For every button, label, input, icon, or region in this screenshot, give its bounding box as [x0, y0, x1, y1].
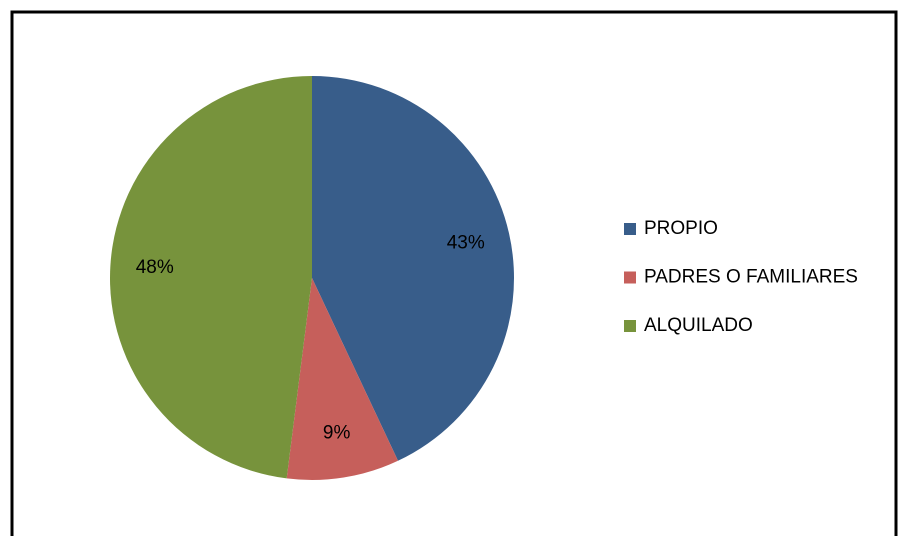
- legend-label: ALQUILADO: [644, 315, 753, 336]
- data-label: 43%: [447, 233, 485, 254]
- legend-swatch: [624, 223, 636, 235]
- data-label: 48%: [136, 257, 174, 278]
- legend-label: PROPIO: [644, 218, 718, 239]
- legend-swatch: [624, 320, 636, 332]
- data-label: 9%: [323, 423, 351, 444]
- pie-slice: [110, 76, 313, 479]
- pie-slice: [312, 76, 514, 461]
- legend-label: PADRES O FAMILIARES: [644, 267, 858, 288]
- pie-slice: [286, 278, 399, 480]
- legend-swatch: [624, 271, 636, 284]
